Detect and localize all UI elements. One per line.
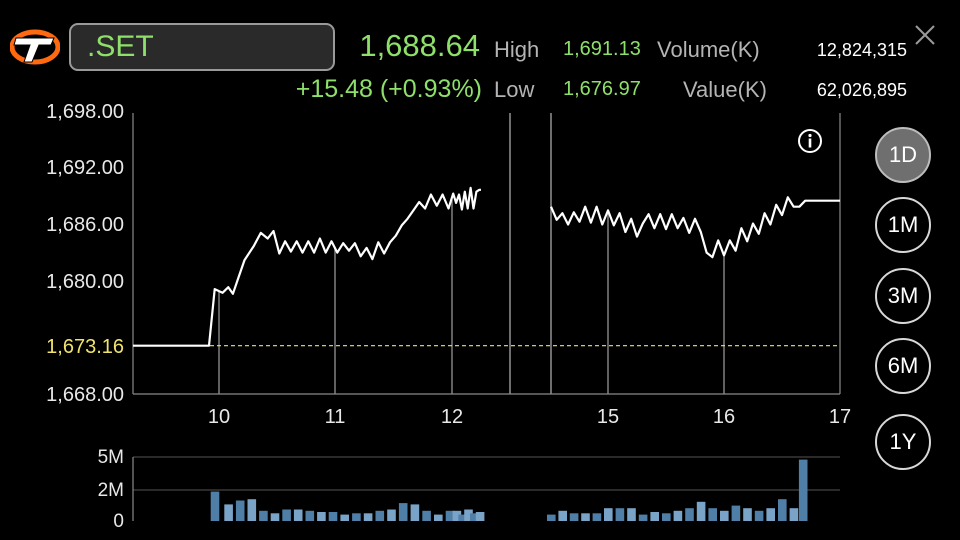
volume-label: Volume(K) [657, 37, 760, 62]
volume-bar [224, 504, 233, 521]
chart-grid [132, 113, 841, 395]
volume-bar [422, 510, 431, 521]
volume-bar [592, 513, 602, 521]
volume-bar [293, 509, 303, 521]
volume-bar [708, 508, 717, 521]
volume-bar [434, 514, 443, 521]
y-tick-label: 1,698.00 [46, 101, 124, 123]
volume-bar [789, 508, 799, 521]
volume-bar [615, 508, 625, 521]
volume-bar [210, 491, 220, 521]
x-tick-label: 10 [207, 406, 231, 428]
volume-tick-label: 2M [97, 480, 124, 501]
volume-bar [754, 510, 764, 521]
volume-bar [259, 510, 268, 521]
price-line [549, 196, 840, 259]
y-tick-label: 1,686.00 [46, 214, 124, 236]
volume-bar [317, 512, 326, 521]
volume-bar [410, 504, 420, 521]
volume-bar [547, 514, 556, 521]
volume-tick-label: 5M [97, 447, 124, 468]
volume-bar [581, 513, 590, 521]
x-tick-label: 11 [324, 406, 346, 428]
x-tick-label: 12 [440, 406, 464, 428]
high-label: High [494, 37, 540, 62]
high-value: 1,691.13 [563, 38, 641, 60]
volume-bar [731, 505, 741, 521]
info-icon[interactable] [797, 128, 823, 154]
volume-bar [340, 514, 349, 521]
volume-bar [387, 509, 396, 521]
reference-price-label: 1,673.16 [46, 336, 124, 358]
volume-bar [328, 512, 338, 521]
volume-bar [247, 499, 257, 521]
volume-bar [352, 513, 361, 521]
volume-bar [650, 512, 659, 521]
period-1y-button[interactable]: 1Y [875, 414, 931, 470]
low-value: 1,676.97 [563, 78, 641, 100]
volume-bar [720, 510, 729, 521]
volume-bar [445, 510, 455, 521]
volume-bar [673, 510, 683, 521]
volume-bar [458, 514, 467, 521]
period-1d-button[interactable]: 1D [875, 127, 931, 183]
volume-bar [798, 459, 808, 521]
volume-bar [470, 513, 479, 521]
volume-bar [743, 508, 752, 521]
low-label: Low [494, 77, 535, 102]
volume-bar [685, 508, 694, 521]
volume-bar [363, 513, 373, 521]
y-tick-label: 1,680.00 [46, 271, 124, 293]
x-tick-label: 16 [712, 406, 736, 428]
close-icon[interactable] [912, 22, 938, 48]
value-value: 62,026,895 [816, 80, 907, 100]
volume-bar [638, 514, 648, 521]
symbol-search-input[interactable]: .SET [69, 23, 335, 71]
volume-bar [375, 510, 385, 521]
y-tick-label: 1,668.00 [46, 384, 124, 406]
period-1m-button[interactable]: 1M [875, 197, 931, 253]
y-tick-label: 1,692.00 [46, 157, 124, 179]
price-line [133, 186, 481, 347]
volume-bars [132, 456, 840, 521]
volume-bar [305, 510, 315, 521]
volume-bar [662, 513, 671, 521]
volume-bar [235, 500, 245, 521]
volume-bar [475, 512, 485, 521]
period-3m-button[interactable]: 3M [875, 268, 931, 324]
volume-bar [270, 513, 280, 521]
volume-value: 12,824,315 [816, 40, 907, 60]
volume-bar [627, 508, 636, 521]
t-logo-icon [10, 29, 60, 65]
volume-bar [696, 501, 706, 521]
volume-bar [464, 509, 473, 521]
volume-tick-label: 0 [113, 511, 124, 532]
period-6m-button[interactable]: 6M [875, 338, 931, 394]
x-tick-label: 15 [596, 406, 620, 428]
volume-bar [558, 510, 567, 521]
price-change: +15.48 (+0.93%) [295, 75, 482, 103]
x-tick-label: 17 [828, 406, 852, 428]
volume-bar [398, 503, 408, 521]
volume-bar [282, 509, 291, 521]
volume-bar [778, 499, 787, 521]
volume-bar [766, 508, 775, 521]
volume-bar [569, 513, 579, 521]
value-label: Value(K) [683, 77, 767, 102]
volume-bar [604, 508, 613, 521]
price-line-layer [133, 186, 840, 347]
volume-bar [452, 510, 462, 521]
last-price: 1,688.64 [359, 28, 480, 63]
